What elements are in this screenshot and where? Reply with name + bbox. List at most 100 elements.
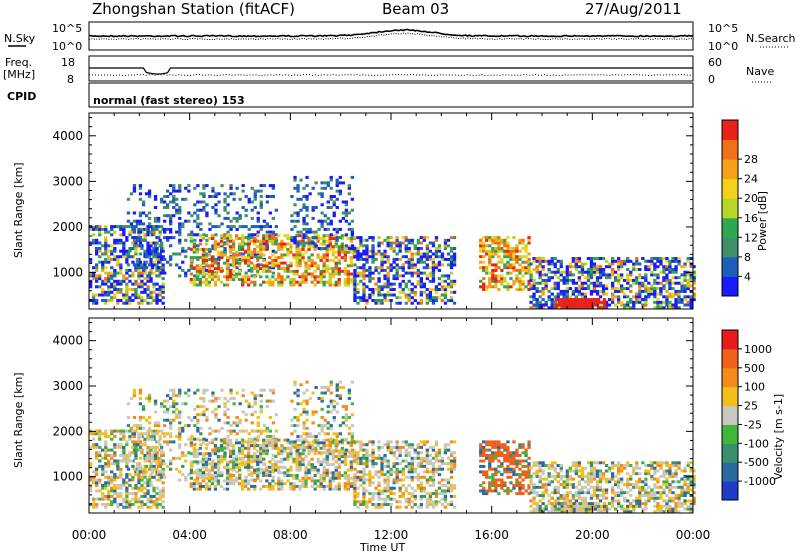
velocity-echo-cell-1129 xyxy=(277,487,281,491)
power-echo-cell-2688 xyxy=(656,259,660,263)
power-echo-cell-383 xyxy=(161,282,165,286)
power-echo-cell-1648 xyxy=(365,257,369,261)
velocity-echo-cell-1754 xyxy=(389,470,393,474)
velocity-echo-cell-337 xyxy=(152,445,156,449)
power-echo-cell-1623 xyxy=(362,299,366,302)
power-echo-cell-1320 xyxy=(328,272,332,276)
velocity-echo-cell-851 xyxy=(195,487,199,491)
power-echo-cell-2453 xyxy=(589,276,594,280)
velocity-echo-cell-54 xyxy=(101,497,105,501)
power-echo-cell-1141 xyxy=(277,234,281,238)
power-echo-cell-1881 xyxy=(419,260,423,264)
power-echo-cell-1680 xyxy=(371,238,375,242)
power-echo-cell-824 xyxy=(271,216,275,220)
power-echo-cell-834 xyxy=(189,272,193,276)
power-echo-cell-2227 xyxy=(529,306,533,310)
velocity-echo-cell-1703 xyxy=(377,445,381,449)
velocity-echo-cell-311 xyxy=(149,497,153,501)
velocity-echo-cell-1550 xyxy=(341,421,345,425)
power-echo-cell-2272 xyxy=(538,259,542,263)
velocity-echo-cell-756 xyxy=(250,478,254,482)
power-echo-cell-2129 xyxy=(503,255,507,259)
velocity-echo-cell-1155 xyxy=(283,474,287,477)
velocity-echo-cell-1277 xyxy=(316,444,320,448)
power-echo-cell-546 xyxy=(178,266,182,270)
power-echo-cell-1316 xyxy=(328,283,332,287)
power-echo-cell-2220 xyxy=(527,263,531,267)
velocity-echo-cell-1254 xyxy=(310,465,314,469)
power-echo-cell-1576 xyxy=(350,208,354,212)
power-echo-cell-1017 xyxy=(241,234,245,238)
power-echo-cell-2598 xyxy=(632,295,636,299)
power-echo-cell-15 xyxy=(92,277,96,281)
velocity-echo-cell-450 xyxy=(147,467,152,471)
power-echo-cell-1517 xyxy=(326,181,330,185)
velocity-echo-cell-1311 xyxy=(325,455,329,458)
power-echo-cell-1132 xyxy=(277,275,281,279)
power-echo-cell-2037 xyxy=(482,285,486,289)
velocity-echo-cell-1460 xyxy=(302,399,306,403)
velocity-echo-cell-1019 xyxy=(244,482,248,486)
power-echo-cell-587 xyxy=(190,230,194,234)
velocity-echo-cell-1862 xyxy=(416,478,420,482)
velocity-echo-cell-884 xyxy=(204,482,209,486)
velocity-echo-cell-260 xyxy=(140,505,144,509)
power-echo-cell-1424 xyxy=(290,195,294,198)
velocity-echo-cell-1606 xyxy=(356,456,360,460)
power-echo-cell-2863 xyxy=(581,306,586,310)
power-echo-cell-876 xyxy=(201,261,205,265)
power-echo-cell-814 xyxy=(268,211,272,215)
velocity-echo-cell-1525 xyxy=(329,383,333,387)
velocity-echo-cell-198 xyxy=(125,440,129,444)
power-echo-cell-1466 xyxy=(305,222,309,226)
power-echo-cell-781 xyxy=(256,219,260,223)
power-echo-cell-2202 xyxy=(521,247,525,250)
power-echo-cell-718 xyxy=(232,197,236,201)
power-echo-cell-882 xyxy=(204,283,209,287)
velocity-echo-cell-488 xyxy=(160,451,164,455)
power-echo-cell-54 xyxy=(101,293,105,297)
power-echo-cell-2570 xyxy=(623,287,627,291)
velocity-echo-cell-1805 xyxy=(401,445,405,449)
power-echo-cell-473 xyxy=(153,197,158,201)
power-echo-cell-1579 xyxy=(353,299,357,302)
velocity-echo-cell-475 xyxy=(157,478,161,482)
power-echo-cell-1980 xyxy=(443,290,448,294)
power-echo-cell-259 xyxy=(137,227,141,231)
velocity-echo-cell-1474 xyxy=(308,445,312,449)
power-echo-cell-2427 xyxy=(580,265,585,269)
power-echo-cell-58 xyxy=(101,279,105,283)
power-echo-cell-605 xyxy=(196,216,200,220)
velocity-echo-cell-955 xyxy=(225,476,230,480)
power-echo-cell-1549 xyxy=(338,175,342,179)
power-echo-cell-1771 xyxy=(395,301,399,305)
velocity-echo-cell-1793 xyxy=(398,454,402,457)
velocity-echo-cell-432 xyxy=(138,391,143,395)
power-echo-cell-1768 xyxy=(392,249,396,253)
power-echo-cell-1837 xyxy=(410,288,414,291)
velocity-echo-cell-775 xyxy=(253,394,257,398)
velocity-echo-cell-1037 xyxy=(247,446,251,450)
power-echo-cell-2097 xyxy=(494,247,498,250)
power-echo-cell-2174 xyxy=(515,268,519,272)
velocity-echo-cell-1627 xyxy=(362,492,366,496)
velocity-echo-cell-1230 xyxy=(304,484,308,488)
velocity-echo-cell-1619 xyxy=(359,448,363,452)
power-echo-cell-1931 xyxy=(431,279,436,283)
velocity-echo-cell-381 xyxy=(161,492,165,496)
power-echo-cell-1236 xyxy=(304,264,308,268)
velocity-echo-cell-197 xyxy=(125,443,129,447)
power-echo-cell-553 xyxy=(178,225,182,229)
power-echo-cell-318 xyxy=(149,257,153,261)
power-echo-cell-1248 xyxy=(307,239,311,243)
velocity-echo-cell-1466 xyxy=(305,426,309,430)
power-echo-cell-347 xyxy=(155,282,159,286)
velocity-echo-cell-540 xyxy=(175,416,179,419)
power-echo-cell-1912 xyxy=(425,244,429,248)
power-echo-cell-1350 xyxy=(334,245,338,249)
velocity-echo-cell-773 xyxy=(253,399,257,403)
power-echo-cell-1469 xyxy=(305,206,309,209)
power-echo-cell-2568 xyxy=(623,295,627,299)
power-echo-cell-32 xyxy=(95,263,99,267)
power-echo-cell-2354 xyxy=(562,289,566,293)
